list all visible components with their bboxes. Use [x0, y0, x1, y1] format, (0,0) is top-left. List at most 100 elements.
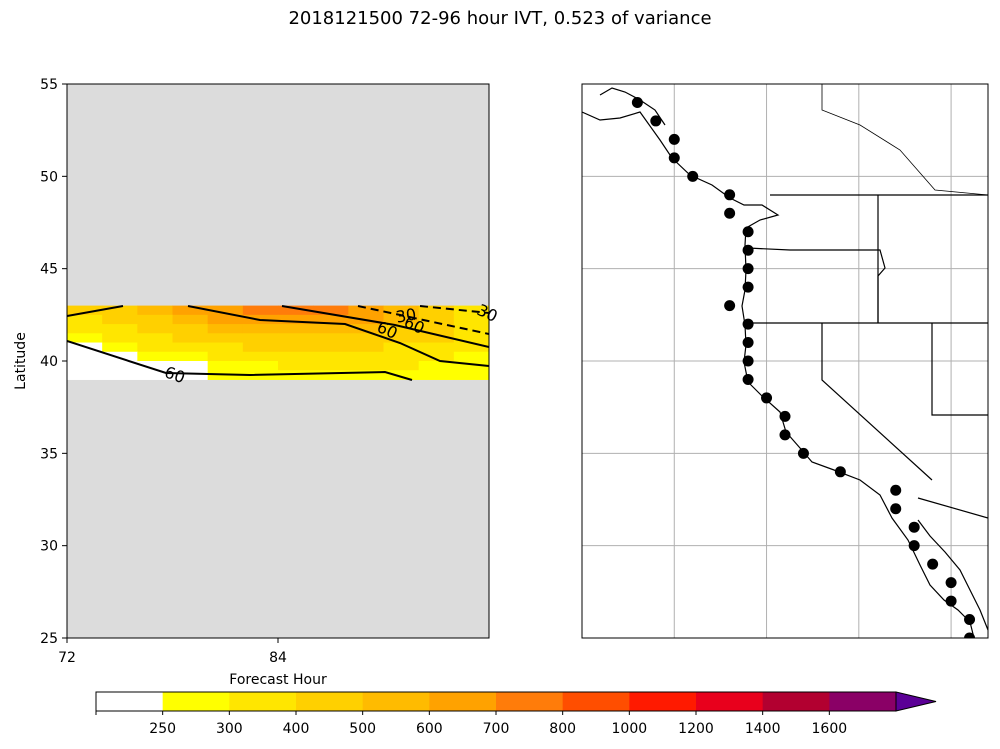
heatmap-cell	[383, 324, 420, 334]
heatmap-cell	[172, 324, 209, 334]
colorbar-cell	[829, 692, 897, 711]
heatmap-cell	[137, 305, 173, 316]
heatmap-cell	[102, 305, 138, 316]
heatmap-cell	[418, 305, 455, 316]
us-mexico-border	[917, 497, 988, 519]
station-point	[945, 595, 957, 607]
canadian-province-border	[821, 84, 988, 196]
heatmap-cell	[207, 342, 244, 353]
station-point	[890, 503, 902, 515]
colorbar-tick-label: 1400	[745, 721, 781, 737]
heatmap-cell	[137, 324, 173, 334]
heatmap-cell	[278, 324, 314, 334]
heatmap-cell	[453, 342, 489, 353]
colorbar: 250 300 400 500 600 700 800 1000 1200 1400 1600	[95, 691, 937, 737]
heatmap-cell	[242, 361, 279, 371]
contour-line	[357, 305, 489, 335]
colorbar-tick-label: 300	[216, 721, 243, 737]
heatmap-cell	[278, 333, 314, 344]
heatmap-cell	[207, 305, 244, 316]
station-point	[908, 521, 920, 533]
station-point	[927, 558, 939, 570]
heatmap-cell	[172, 361, 209, 371]
heatmap-cell	[418, 361, 455, 371]
heatmap-cell	[348, 351, 384, 362]
station-point	[631, 96, 643, 108]
heatmap-cell	[67, 305, 103, 316]
contour-line	[419, 305, 489, 314]
colorbar-cell	[562, 692, 630, 711]
colorbar-cell	[162, 692, 230, 711]
heatmap-cell	[453, 361, 489, 371]
heatmap-cell	[278, 361, 314, 371]
heatmap-cell	[313, 333, 349, 344]
heatmap-cell	[348, 370, 384, 380]
station-point	[724, 207, 736, 219]
colorbar-tick-label: 800	[549, 721, 576, 737]
colorbar-tick-label: 400	[283, 721, 310, 737]
heatmap-cell	[137, 342, 173, 353]
heatmap-cell	[207, 361, 244, 371]
y-tick-label: 30	[40, 539, 58, 555]
heatmap-cell	[278, 351, 314, 362]
heatmap-cell	[383, 333, 420, 344]
island-outline	[599, 87, 666, 126]
colorbar-cell	[696, 692, 764, 711]
heatmap-cell	[67, 351, 103, 362]
heatmap-cell	[172, 333, 209, 344]
nevada-utah-border	[931, 323, 988, 416]
colorbar-cell	[762, 692, 830, 711]
heatmap-cell	[348, 324, 384, 334]
heatmap-cell	[137, 314, 173, 325]
y-tick-label: 25	[40, 631, 58, 647]
heatmap-cell	[348, 361, 384, 371]
colorbar-cell	[496, 692, 564, 711]
station-point	[761, 392, 773, 404]
heatmap-cell	[453, 333, 489, 344]
heatmap-cell	[207, 324, 244, 334]
heatmap-cell	[453, 314, 489, 325]
heatmap-cell	[172, 342, 209, 353]
station-point	[945, 577, 957, 589]
heatmap-cell	[67, 370, 103, 380]
station-point	[742, 244, 754, 256]
heatmap-cell	[313, 351, 349, 362]
colorbar-cell	[296, 692, 364, 711]
y-tick-label: 40	[40, 354, 58, 370]
heatmap-cell	[453, 324, 489, 334]
heatmap-cell	[102, 333, 138, 344]
station-point	[742, 373, 754, 385]
heatmap-cell	[418, 351, 455, 362]
colorbar-tick-label: 1600	[812, 721, 848, 737]
x-tick-label: 72	[58, 650, 76, 666]
station-point	[742, 226, 754, 238]
heatmap-cell	[418, 342, 455, 353]
heatmap-cell	[453, 305, 489, 316]
heatmap-cell	[278, 370, 314, 380]
heatmap-cell	[242, 342, 279, 353]
station-point	[742, 281, 754, 293]
heatmap-cell	[418, 324, 455, 334]
heatmap-cell	[137, 370, 173, 380]
station-point	[742, 355, 754, 367]
station-point	[650, 115, 662, 127]
heatmap-cell	[348, 342, 384, 353]
colorbar-tick-label: 1000	[612, 721, 648, 737]
colorbar-tick-label: 250	[149, 721, 176, 737]
heatmap-cell	[383, 305, 420, 316]
y-tick-label: 50	[40, 169, 58, 185]
station-point	[724, 300, 736, 312]
colorbar-cell	[362, 692, 430, 711]
heatmap-cell	[172, 370, 209, 380]
map-panel	[581, 83, 989, 639]
heatmap-cell	[137, 361, 173, 371]
figure-title: 2018121500 72-96 hour IVT, 0.523 of vari…	[288, 8, 712, 29]
heatmap-cell	[418, 314, 455, 325]
heatmap-cell	[383, 361, 420, 371]
heatmap-cell	[383, 351, 420, 362]
heatmap-cell	[348, 333, 384, 344]
colorbar-tick-label: 700	[483, 721, 510, 737]
heatmap-cell	[137, 333, 173, 344]
heatmap-cell	[137, 351, 173, 362]
